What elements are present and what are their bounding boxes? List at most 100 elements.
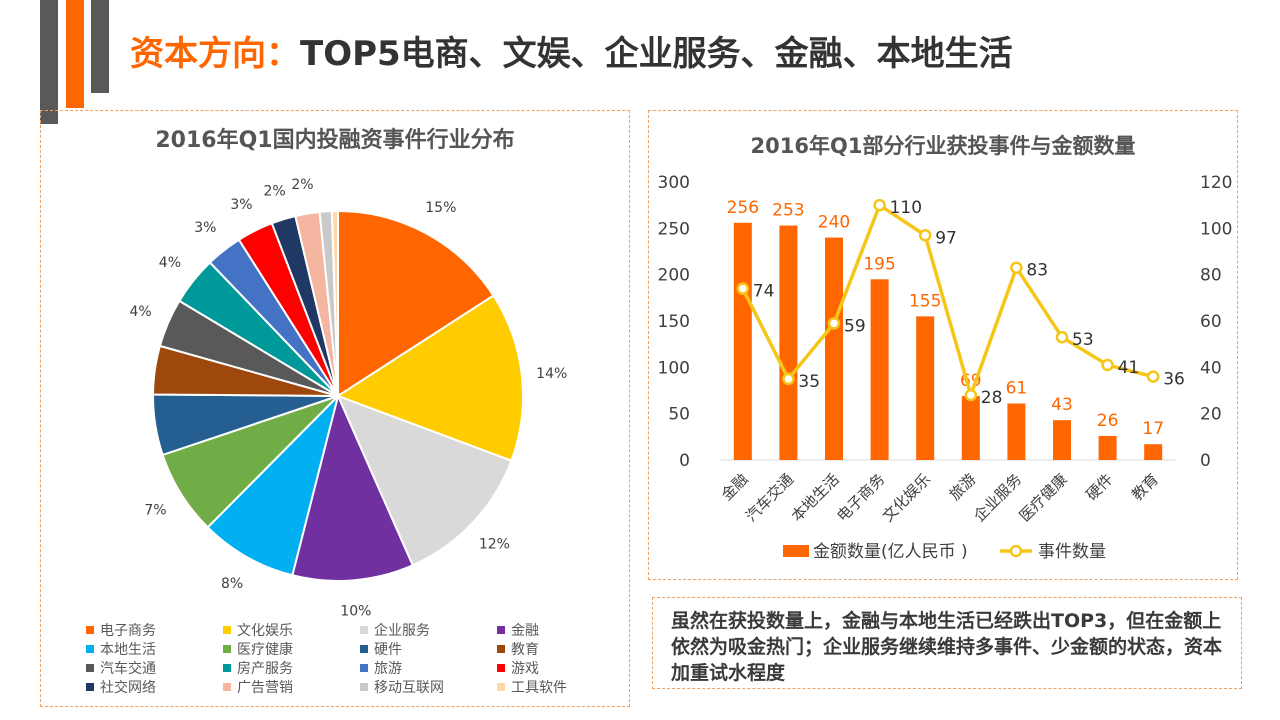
line-point [964, 388, 978, 402]
legend-swatch [360, 663, 368, 672]
bar-data-label: 26 [1097, 411, 1119, 431]
pie-data-label: 4% [129, 304, 151, 320]
legend-swatch [223, 644, 231, 653]
line-data-label: 35 [798, 372, 820, 392]
line-data-label: 36 [1163, 370, 1185, 390]
y-left-tick-label: 50 [668, 405, 690, 425]
pie-chart: 15% 14% 12% 10% 8% 7% 4% 4% 3% 3% 2% 2% [129, 177, 567, 619]
legend-item: 广告营销 [223, 677, 360, 696]
pie-data-label: 2% [291, 177, 313, 193]
legend-label: 社交网络 [100, 679, 156, 696]
y-left-tick-label: 150 [658, 312, 690, 332]
pie-slice [336, 394, 513, 567]
legend-label: 电子商务 [100, 622, 156, 639]
pie-slice [206, 392, 340, 577]
x-tick-label: 金融 [718, 470, 752, 504]
combo-chart-panel [648, 110, 1238, 580]
legend-item: 文化娱乐 [223, 620, 360, 639]
legend-item: 旅游 [360, 658, 497, 677]
pie-legend: 电子商务 文化娱乐 企业服务 金融本地生活 医疗健康 硬件 教育汽车交通 房产服务 旅游 游戏社交… [86, 620, 626, 696]
line-point [1010, 261, 1023, 274]
page-title-accent: 资本方向： [130, 34, 300, 74]
pie-data-label: 8% [221, 576, 243, 592]
x-tick-label: 硬件 [1082, 470, 1116, 504]
bar [961, 396, 980, 460]
line-point [1055, 330, 1069, 344]
legend-label: 本地生活 [100, 641, 156, 658]
y-right-tick-label: 20 [1200, 405, 1222, 425]
bar-data-label: 195 [863, 254, 895, 274]
bar [1007, 403, 1026, 460]
line-point [782, 372, 795, 386]
y-left-tick-label: 300 [658, 173, 690, 193]
bar [1144, 444, 1163, 460]
legend-label: 房产服务 [237, 660, 293, 677]
pie-slice [335, 294, 524, 463]
bar [1098, 435, 1117, 460]
legend-label: 硬件 [374, 641, 402, 658]
legend-item: 教育 [497, 639, 626, 658]
decor-bar-orange [66, 0, 84, 108]
x-tick-label: 企业服务 [970, 470, 1025, 525]
legend-swatch [360, 682, 368, 691]
line-data-label: 83 [1026, 261, 1048, 281]
bar-data-label: 61 [1006, 378, 1028, 398]
legend-swatch [86, 644, 94, 653]
bar [733, 222, 752, 460]
x-tick-label: 本地生活 [788, 470, 843, 525]
bar-data-label: 17 [1142, 419, 1164, 439]
combo-chart-title: 2016年Q1部分行业获投事件与金额数量 [750, 134, 1136, 158]
pie-data-label: 15% [425, 200, 456, 216]
pie-data-label: 4% [159, 255, 181, 271]
bar-data-label: 155 [909, 291, 941, 311]
bar-data-label: 256 [727, 198, 759, 218]
legend-item: 硬件 [360, 639, 497, 658]
bar-data-label: 253 [772, 201, 804, 221]
line-point [1146, 370, 1160, 383]
legend-swatch [223, 625, 231, 634]
bar [870, 279, 889, 460]
pie-data-label: 2% [264, 184, 286, 200]
line-point [918, 229, 932, 242]
legend-item: 工具软件 [497, 677, 626, 696]
pie-data-label: 3% [194, 220, 216, 236]
line-data-label: 41 [1118, 358, 1140, 378]
x-tick-label: 旅游 [946, 470, 980, 504]
pie-slice [337, 209, 495, 398]
legend-label: 旅游 [374, 660, 402, 677]
legend-swatch [497, 625, 505, 634]
line-point [1101, 358, 1114, 372]
legend-label: 游戏 [511, 660, 539, 677]
x-tick-label: 汽车交通 [742, 470, 797, 525]
legend-item: 移动互联网 [360, 677, 497, 696]
legend-item: 本地生活 [86, 639, 223, 658]
legend-label: 金融 [511, 622, 539, 639]
bar-data-label: 43 [1051, 395, 1073, 415]
y-right-tick-label: 120 [1200, 173, 1232, 193]
legend-item: 金融 [497, 620, 626, 639]
legend-swatch [86, 625, 94, 634]
legend-swatch [360, 625, 368, 634]
legend-item: 汽车交通 [86, 658, 223, 677]
legend-label: 文化娱乐 [237, 622, 293, 639]
legend-line-label: 事件数量 [1038, 542, 1106, 562]
legend-item: 电子商务 [86, 620, 223, 639]
legend-label: 医疗健康 [237, 641, 293, 658]
legend-bar-label: 金额数量(亿人民币 ) [813, 542, 968, 562]
x-tick-label: 电子商务 [833, 470, 888, 525]
y-right-tick-label: 100 [1200, 219, 1232, 239]
bar-data-label: 240 [818, 213, 850, 233]
line-data-label: 59 [844, 316, 866, 336]
line-data-label: 53 [1072, 330, 1094, 350]
legend-swatch [360, 644, 368, 653]
y-right-tick-label: 40 [1200, 358, 1222, 378]
legend-label: 移动互联网 [374, 679, 444, 696]
y-right-tick-label: 60 [1200, 312, 1222, 332]
event-count-line [741, 202, 1154, 401]
pie-chart-panel [40, 110, 630, 707]
line-point [736, 282, 750, 295]
legend-label: 工具软件 [511, 679, 567, 696]
page-title: 资本方向：TOP5电商、文娱、企业服务、金融、本地生活 [130, 26, 1013, 75]
legend-item: 企业服务 [360, 620, 497, 639]
pie-data-label: 10% [340, 603, 371, 619]
